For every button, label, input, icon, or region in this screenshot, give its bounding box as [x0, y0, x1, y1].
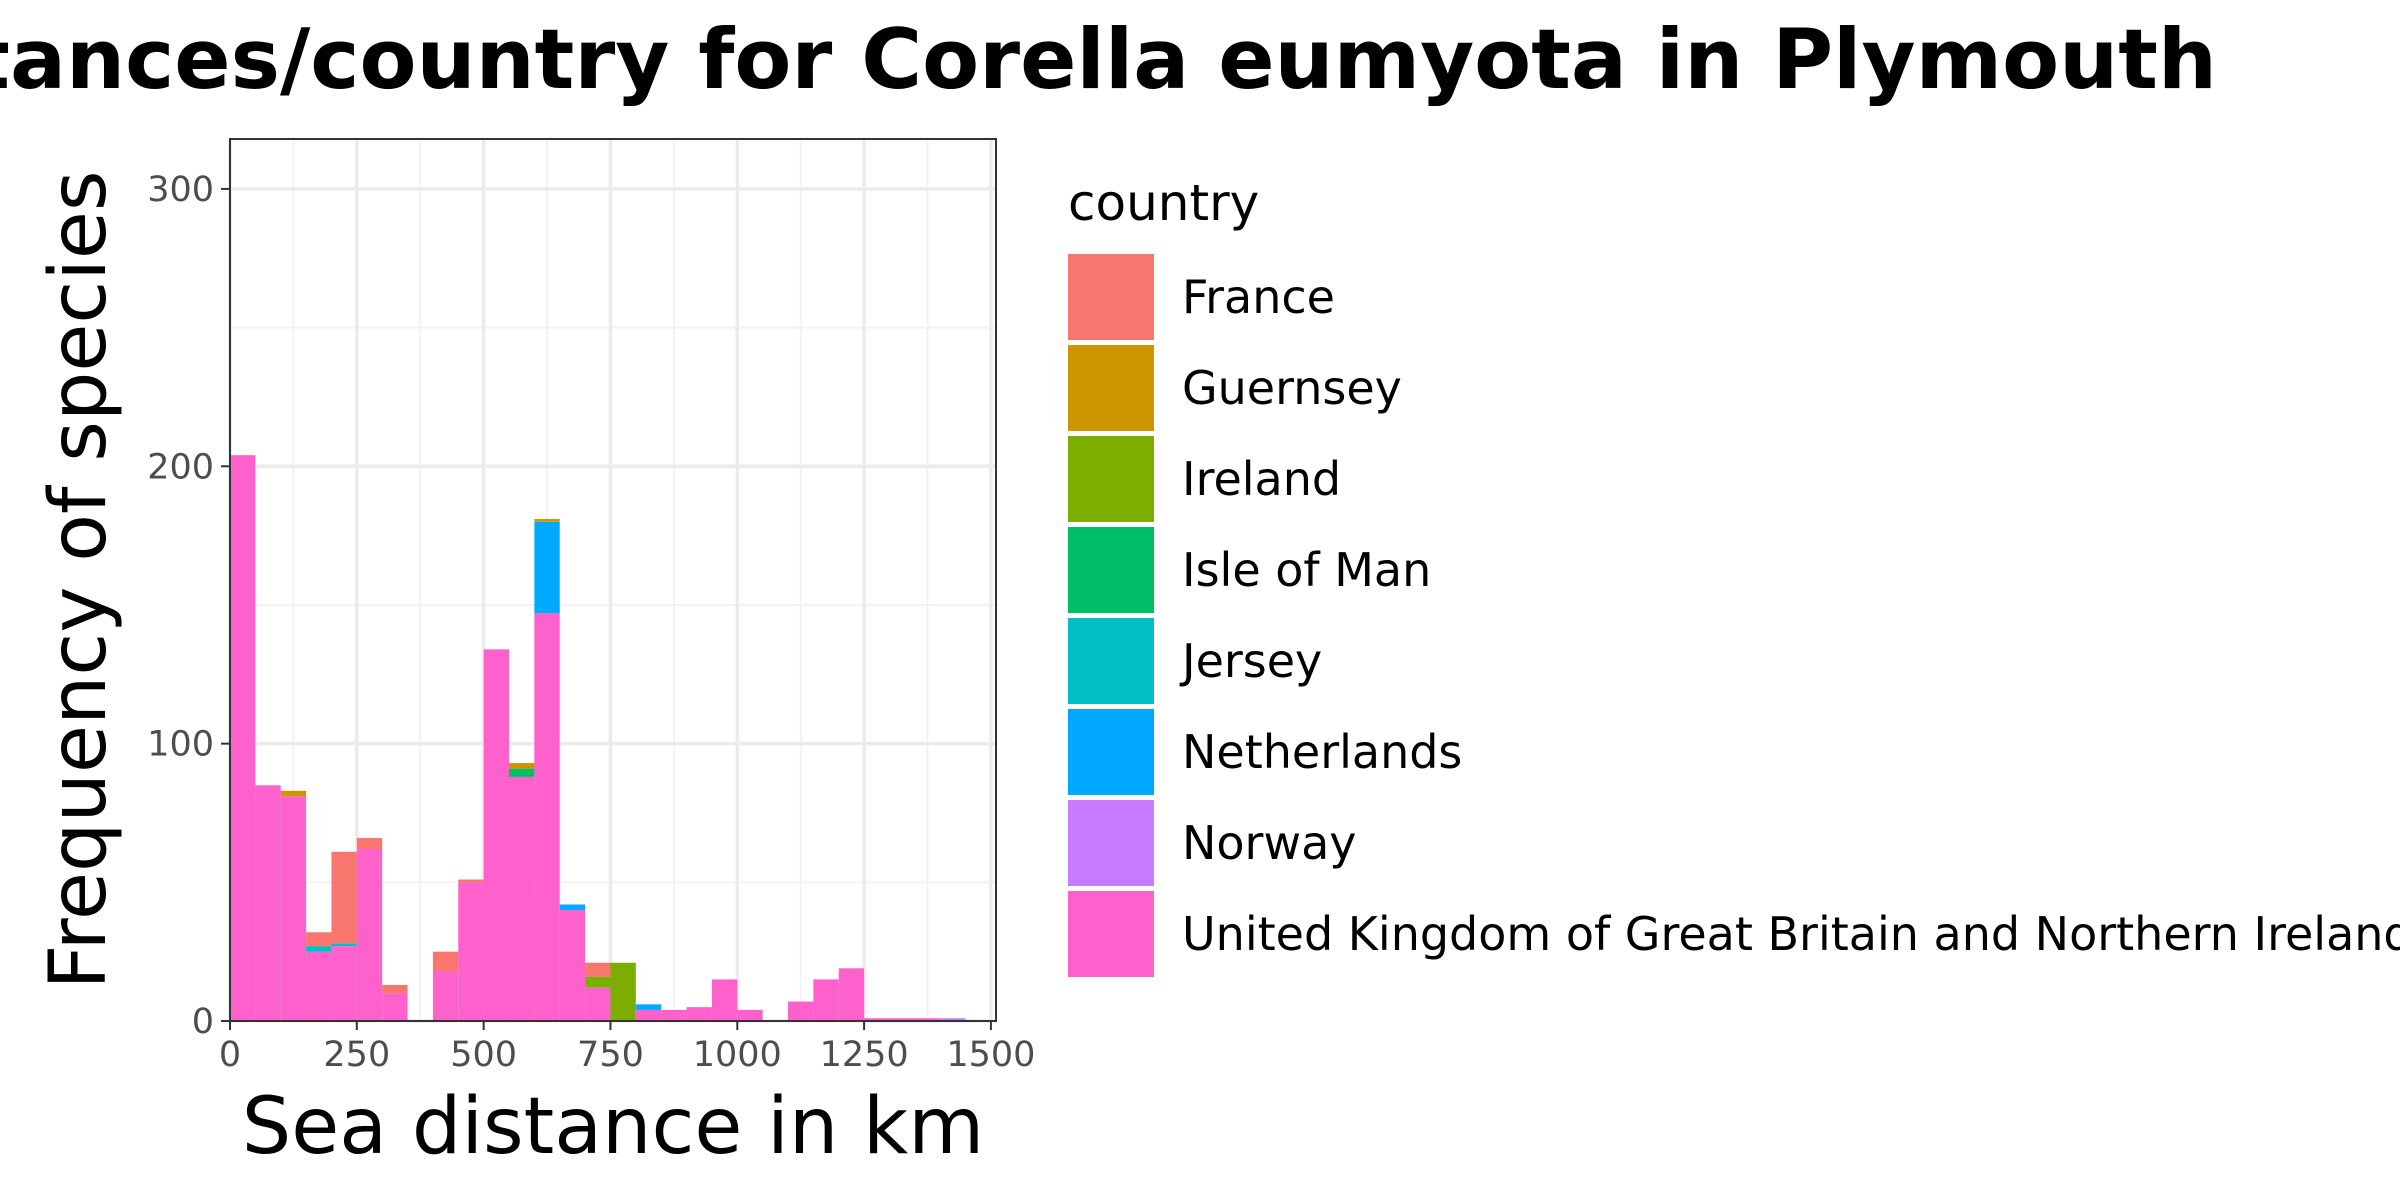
y-tick-label: 200	[147, 447, 214, 487]
bar-segment	[483, 649, 510, 1021]
bar-segment	[585, 976, 611, 988]
legend-key	[1068, 618, 1154, 704]
chart-title: distances/country for Corella eumyota in…	[0, 11, 2217, 108]
y-tick-label: 0	[192, 1002, 214, 1042]
legend-key	[1068, 345, 1154, 431]
legend-label: Netherlands	[1182, 725, 1462, 779]
x-tick-label: 1000	[693, 1035, 782, 1075]
legend-item: Isle of Man	[1068, 527, 1431, 613]
legend-label: Isle of Man	[1182, 543, 1431, 597]
bar-segment	[458, 879, 484, 883]
bar-segment	[534, 518, 560, 522]
legend-key	[1068, 709, 1154, 795]
bar-segment	[610, 962, 636, 1021]
bar-segment	[534, 613, 560, 1021]
legend-items: France Guernsey Ireland Isle of Man Jersey Ne…	[1068, 254, 2400, 977]
x-tick-label: 1250	[820, 1035, 909, 1075]
bar-segment	[356, 837, 383, 850]
legend-label: Norway	[1182, 816, 1357, 870]
bar-segment	[864, 1018, 890, 1021]
legend-item: Ireland	[1068, 436, 1341, 522]
axes: 0 100 200 300 0 250 500 750 1000 1250 1500	[147, 170, 1035, 1075]
bar-segment	[661, 1009, 687, 1021]
x-tick-label: 1500	[946, 1035, 1035, 1075]
x-tick-label: 750	[577, 1035, 644, 1075]
bar-segment	[432, 971, 459, 1021]
bars	[230, 455, 966, 1021]
bar-segment	[432, 951, 459, 972]
legend-label: Guernsey	[1182, 361, 1402, 415]
x-axis-title: Sea distance in km	[242, 1082, 984, 1172]
bar-segment	[737, 1009, 763, 1021]
bar-segment	[255, 785, 281, 1021]
bar-segment	[280, 796, 307, 1021]
bar-segment	[458, 882, 484, 1021]
legend-label: Jersey	[1179, 634, 1322, 688]
bar-segment	[788, 1001, 814, 1021]
bar-segment	[230, 455, 256, 1021]
bar-segment	[331, 946, 357, 1021]
bar-segment	[838, 968, 865, 1021]
legend-item: Netherlands	[1068, 709, 1462, 795]
legend-key	[1068, 891, 1154, 977]
legend-item: United Kingdom of Great Britain and Nort…	[1068, 891, 2400, 977]
plot-panel-border	[229, 138, 997, 1022]
bar-segment	[559, 910, 586, 1021]
bar-segment	[635, 1004, 662, 1010]
y-tick-label: 100	[147, 725, 214, 765]
bar-segment	[585, 987, 611, 1021]
bar-segment	[331, 851, 357, 944]
bar-segment	[356, 849, 383, 1021]
legend: country France Guernsey Ireland Isle of Man…	[1068, 174, 2400, 977]
legend-key	[1068, 800, 1154, 886]
bar-segment	[585, 962, 611, 977]
legend-item: Jersey	[1068, 618, 1322, 704]
bar-segment	[813, 979, 839, 1021]
legend-item: France	[1068, 254, 1335, 340]
bar-segment	[686, 1007, 712, 1021]
legend-key	[1068, 436, 1154, 522]
bar-segment	[509, 776, 535, 1021]
bar-segment	[509, 768, 535, 777]
bar-segment	[306, 932, 332, 947]
legend-label: France	[1182, 270, 1335, 324]
legend-label: United Kingdom of Great Britain and Nort…	[1182, 907, 2400, 961]
x-tick-label: 500	[450, 1035, 517, 1075]
legend-key	[1068, 254, 1154, 340]
bar-segment	[331, 943, 357, 947]
x-tick-label: 0	[219, 1035, 241, 1075]
bar-segment	[534, 521, 560, 614]
bar-segment	[509, 763, 535, 769]
y-tick-label: 300	[147, 170, 214, 210]
x-tick-label: 250	[323, 1035, 390, 1075]
bar-segment	[940, 1018, 966, 1021]
bar-segment	[382, 984, 408, 994]
bar-segment	[280, 790, 307, 797]
legend-title: country	[1068, 174, 1259, 232]
legend-item: Norway	[1068, 800, 1357, 886]
legend-key	[1068, 527, 1154, 613]
bar-segment	[635, 1009, 662, 1021]
bar-segment	[914, 1018, 941, 1021]
bar-segment	[711, 979, 738, 1021]
y-axis-title: Frequency of species	[34, 170, 124, 989]
bar-segment	[306, 946, 332, 952]
bar-segment	[889, 1018, 915, 1021]
bar-segment	[559, 904, 586, 911]
legend-item: Guernsey	[1068, 345, 1402, 431]
bar-segment	[306, 951, 332, 1021]
legend-label: Ireland	[1182, 452, 1341, 506]
bar-segment	[382, 993, 408, 1021]
